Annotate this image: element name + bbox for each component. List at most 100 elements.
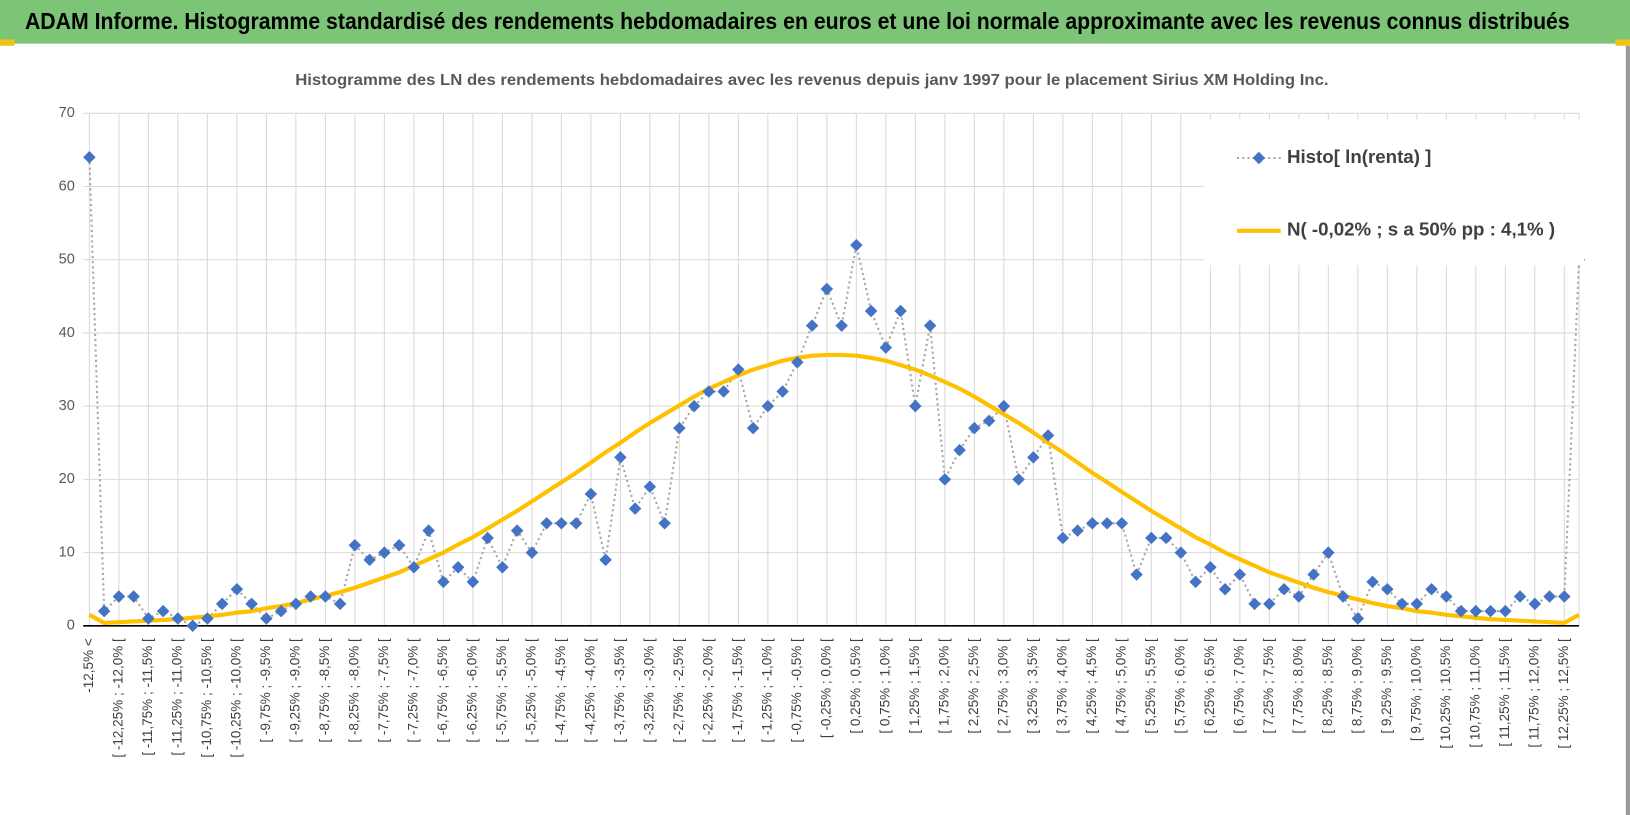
histo-marker <box>569 517 583 530</box>
histo-marker <box>805 319 819 332</box>
histo-marker <box>879 341 893 354</box>
histo-marker <box>1115 517 1129 530</box>
normal-curve <box>88 352 1581 625</box>
histo-marker <box>643 480 657 493</box>
x-tick-label: [ 5,75% ; 6,0% [ <box>1172 638 1187 734</box>
x-tick-label: [ 4,25% ; 4,5% [ <box>1084 638 1099 734</box>
x-tick-label: [ -10,25% ; -10,0% [ <box>228 638 243 758</box>
histo-marker <box>982 414 996 428</box>
histo-marker <box>850 238 863 252</box>
x-tick-label: [ 0,25% ; 0,5% [ <box>848 638 863 734</box>
histo-marker <box>658 517 671 530</box>
histo-marker <box>1499 604 1512 618</box>
histo-marker <box>746 421 760 435</box>
x-tick-label: [ -9,25% ; -9,0% [ <box>287 638 302 743</box>
histo-marker <box>156 604 170 618</box>
histo-marker <box>215 597 229 611</box>
x-tick-label: [ -3,75% ; -3,5% [ <box>612 638 627 743</box>
x-tick-label: [ -0,25% ; 0,0% [ <box>818 638 833 738</box>
histo-marker <box>392 539 406 552</box>
y-tick-label: 10 <box>59 544 75 560</box>
x-tick-label: -12,5% < <box>81 638 96 693</box>
chart-title: Histogramme des LN des rendements hebdom… <box>295 72 1328 89</box>
histo-marker <box>776 385 789 398</box>
histo-marker <box>761 399 775 413</box>
x-tick-label: [ 9,25% ; 9,5% [ <box>1379 638 1394 734</box>
histo-marker <box>466 575 480 589</box>
page-title: ADAM Informe. Histogramme standardisé de… <box>25 8 1570 34</box>
x-tick-label: [ -8,75% ; -8,5% [ <box>317 638 332 743</box>
histo-marker <box>1189 575 1202 589</box>
histo-marker <box>555 517 568 530</box>
x-tick-label: [ -0,75% ; -0,5% [ <box>789 638 804 743</box>
x-tick-label: [ -6,75% ; -6,5% [ <box>435 638 450 743</box>
histo-marker <box>968 421 981 435</box>
histo-marker <box>142 612 155 625</box>
x-tick-label: [ 3,75% ; 4,0% [ <box>1054 638 1069 734</box>
histo-marker <box>1528 597 1542 611</box>
histo-marker <box>274 604 288 618</box>
legend-label: N( -0,02% ; s a 50% pp : 4,1% ) <box>1287 219 1555 240</box>
histo-marker <box>1410 597 1424 611</box>
histo-marker <box>894 304 907 318</box>
x-tick-label: [ -4,75% ; -4,5% [ <box>553 638 568 743</box>
y-tick-label: 50 <box>59 252 75 268</box>
x-tick-label: [ -12,25% ; -12,0% [ <box>110 638 125 758</box>
histo-marker <box>953 443 966 457</box>
histo-marker <box>348 539 362 552</box>
x-tick-label: [ -7,25% ; -7,0% [ <box>405 638 420 743</box>
x-tick-label: [ -5,25% ; -5,0% [ <box>523 638 538 743</box>
x-tick-label: [ 4,75% ; 5,0% [ <box>1113 638 1128 734</box>
histo-marker <box>1351 612 1365 625</box>
histo-marker <box>791 355 804 369</box>
x-tick-label: [ 8,25% ; 8,5% [ <box>1320 638 1335 734</box>
x-tick-label: [ -3,25% ; -3,0% [ <box>641 638 656 743</box>
y-tick-label: 70 <box>59 105 75 121</box>
x-tick-label: [ 7,25% ; 7,5% [ <box>1261 638 1276 734</box>
x-tick-label: [ -7,75% ; -7,5% [ <box>376 638 391 743</box>
x-tick-label: [ -1,75% ; -1,5% [ <box>730 638 745 743</box>
x-tick-label: [ 8,75% ; 9,0% [ <box>1349 638 1364 734</box>
x-tick-label: [ 2,25% ; 2,5% [ <box>966 638 981 734</box>
x-tick-label: [ -10,75% ; -10,5% [ <box>199 638 214 758</box>
x-tick-label: [ 9,75% ; 10,0% [ <box>1408 638 1423 741</box>
histo-marker <box>201 612 214 625</box>
header-accent <box>0 39 15 46</box>
legend-swatch <box>1252 151 1266 165</box>
x-tick-label: [ 7,75% ; 8,0% [ <box>1290 638 1305 734</box>
x-tick-label: [ -8,25% ; -8,0% [ <box>346 638 361 743</box>
histo-marker <box>687 399 701 413</box>
histo-marker <box>437 575 450 589</box>
histo-marker <box>171 612 185 625</box>
legend-box <box>1203 119 1585 266</box>
histo-marker <box>614 451 627 464</box>
histo-marker <box>584 487 598 501</box>
x-tick-label: [ 11,75% ; 12,0% [ <box>1526 638 1541 748</box>
histo-marker <box>540 517 553 530</box>
x-tick-label: [ -6,25% ; -6,0% [ <box>464 638 479 743</box>
x-tick-label: [ 5,25% ; 5,5% [ <box>1143 638 1158 734</box>
histo-marker <box>702 385 716 398</box>
histo-marker <box>1469 604 1483 618</box>
x-tick-label: [ -9,75% ; -9,5% [ <box>258 638 273 743</box>
histo-marker <box>1041 429 1055 442</box>
histo-marker <box>1027 451 1040 464</box>
x-tick-label: [ -11,75% ; -11,5% [ <box>140 638 155 756</box>
header-accent <box>1615 39 1630 46</box>
histo-marker <box>83 151 96 164</box>
histo-marker <box>378 546 391 559</box>
histo-marker <box>997 399 1011 413</box>
legend-label: Histo[ ln(renta) ] <box>1287 146 1431 167</box>
x-tick-label: [ -2,75% ; -2,5% [ <box>671 638 686 743</box>
y-tick-label: 0 <box>67 618 75 634</box>
x-tick-label: [ 2,75% ; 3,0% [ <box>995 638 1010 734</box>
histo-marker <box>1174 546 1188 559</box>
histo-marker <box>673 421 686 435</box>
x-tick-label: [ 12,25% ; 12,5% [ <box>1556 638 1571 749</box>
x-tick-label: [ 0,75% ; 1,0% [ <box>877 638 892 734</box>
x-tick-label: [ -4,25% ; -4,0% [ <box>582 638 597 743</box>
histo-marker <box>909 399 922 413</box>
x-tick-label: [ 1,75% ; 2,0% [ <box>936 638 951 734</box>
header-bar <box>0 0 1630 44</box>
x-tick-label: [ -2,25% ; -2,0% [ <box>700 638 715 743</box>
